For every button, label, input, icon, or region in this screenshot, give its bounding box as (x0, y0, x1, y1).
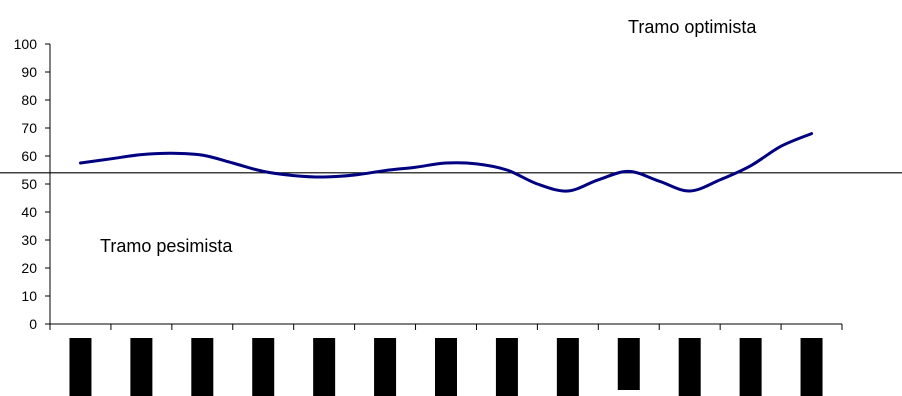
y-tick-label: 100 (14, 36, 38, 52)
x-axis (49, 323, 843, 330)
annotation-pesimista: Tramo pesimista (100, 236, 233, 256)
y-tick-label: 80 (21, 92, 37, 108)
y-axis: 0 10 20 30 40 50 60 70 80 90 100 (14, 36, 51, 332)
y-tick-label: 20 (21, 260, 37, 276)
y-tick-label: 70 (21, 120, 37, 136)
redacted-x-labels (69, 338, 823, 396)
redacted-x-label (130, 338, 153, 396)
redacted-x-label (374, 338, 397, 396)
y-tick-label: 50 (21, 176, 37, 192)
redacted-x-label (313, 338, 336, 396)
redacted-x-label (191, 338, 214, 396)
series-point (140, 153, 143, 156)
series-point (536, 183, 539, 186)
series-point (79, 162, 82, 165)
y-tick-label: 30 (21, 232, 37, 248)
series-point (201, 154, 204, 157)
series-point (384, 169, 387, 172)
redacted-x-label (556, 338, 579, 396)
redacted-x-label (435, 338, 457, 396)
series-point (475, 162, 478, 165)
y-tick-label: 90 (21, 64, 37, 80)
series-point (688, 190, 691, 193)
y-tick-label: 40 (21, 204, 37, 220)
series-point (231, 162, 234, 165)
y-tick-label: 60 (21, 148, 37, 164)
series-point (292, 174, 295, 177)
series-point (323, 176, 326, 179)
series-point (262, 170, 265, 173)
series-point (749, 164, 752, 167)
y-tick-label: 10 (21, 288, 37, 304)
series-point (566, 190, 569, 193)
redacted-x-label (617, 338, 640, 390)
series-line (78, 132, 814, 193)
series-point (780, 145, 783, 148)
annotation-optimista: Tramo optimista (628, 17, 757, 37)
redacted-x-label (252, 338, 275, 396)
series-point (597, 178, 600, 181)
series-point (719, 178, 722, 181)
redacted-x-label (800, 338, 823, 396)
series-point (445, 162, 448, 165)
series-point (170, 152, 173, 155)
redacted-x-label (678, 338, 701, 396)
series-point (505, 169, 508, 172)
series-points (79, 132, 813, 192)
series-point (658, 180, 661, 183)
series-point (627, 170, 630, 173)
redacted-x-label (69, 338, 92, 396)
series-point (109, 157, 112, 160)
redacted-x-label (495, 338, 518, 396)
series-point (414, 166, 417, 169)
y-tick-label: 0 (29, 316, 37, 332)
redacted-x-label (739, 338, 762, 396)
series-point (810, 132, 813, 135)
series-point (353, 174, 356, 177)
